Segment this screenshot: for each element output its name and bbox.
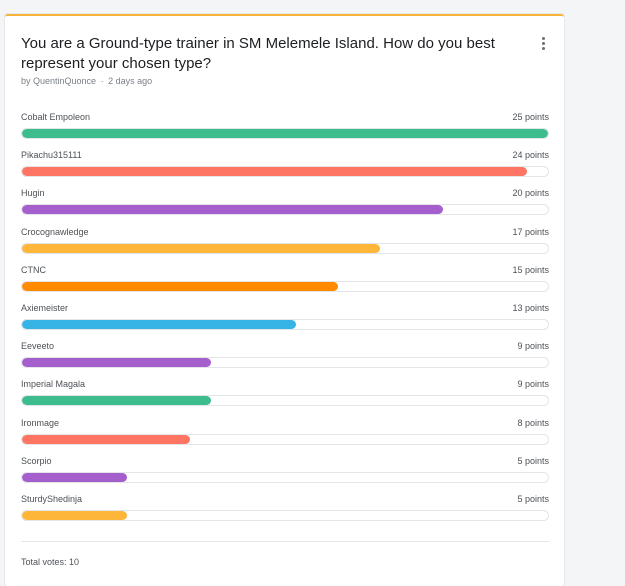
poll-meta: by QuentinQuonce · 2 days ago: [21, 76, 152, 86]
poll-option-bar[interactable]: [21, 433, 549, 445]
poll-option-bar-fill: [22, 205, 443, 215]
poll-option-bar[interactable]: [21, 471, 549, 483]
poll-option-label: Pikachu315111: [21, 150, 82, 161]
poll-option-bar[interactable]: [21, 128, 549, 139]
poll-option[interactable]: Scorpio 5 points: [21, 456, 549, 494]
poll-option-label: Axiemeister: [21, 302, 69, 313]
poll-option-points: 8 points: [517, 417, 549, 428]
poll-option-label: Eeveeto: [21, 341, 55, 352]
poll-option[interactable]: Cobalt Empoleon 25 points: [21, 112, 549, 150]
poll-option-points: 17 points: [512, 226, 549, 237]
poll-option[interactable]: Crocognawledge 17 points: [21, 227, 549, 265]
poll-card: You are a Ground-type trainer in SM Mele…: [5, 14, 564, 586]
poll-option-bar[interactable]: [21, 166, 549, 178]
poll-option-bar[interactable]: [21, 357, 549, 369]
poll-option-bar[interactable]: [21, 280, 549, 292]
poll-option[interactable]: Pikachu315111 24 points: [21, 150, 549, 188]
poll-option[interactable]: Axiemeister 13 points: [21, 303, 549, 341]
poll-option-bar-fill: [22, 472, 128, 482]
poll-option-label: CTNC: [21, 264, 46, 275]
poll-option[interactable]: CTNC 15 points: [21, 265, 549, 303]
poll-options: Cobalt Empoleon 25 points Pikachu315111 24 …: [21, 112, 549, 532]
poll-option-bar-fill: [22, 510, 128, 520]
poll-option-points: 25 points: [512, 112, 549, 122]
poll-option-bar-fill: [22, 243, 380, 253]
poll-time: 2 days ago: [108, 76, 153, 86]
poll-option[interactable]: SturdyShedinja 5 points: [21, 494, 549, 532]
poll-option-label: Ironmage: [21, 417, 60, 428]
poll-option-points: 20 points: [512, 188, 549, 199]
poll-option-bar-fill: [22, 281, 338, 291]
poll-option-points: 13 points: [512, 302, 549, 313]
poll-option-label: Scorpio: [21, 455, 52, 466]
meta-separator: ·: [100, 76, 104, 86]
poll-option-bar[interactable]: [21, 204, 549, 216]
poll-option-label: Cobalt Empoleon: [21, 112, 91, 122]
poll-option-bar-fill: [22, 396, 212, 406]
poll-option-label: SturdyShedinja: [21, 493, 83, 504]
poll-option-points: 9 points: [517, 341, 549, 352]
poll-option-points: 5 points: [517, 493, 549, 504]
poll-option-bar-fill: [22, 358, 212, 368]
poll-option[interactable]: Hugin 20 points: [21, 188, 549, 226]
poll-option-bar-fill: [22, 434, 191, 444]
poll-option-points: 15 points: [512, 264, 549, 275]
poll-option-bar-fill: [22, 319, 296, 329]
poll-option-label: Hugin: [21, 188, 45, 199]
divider: [21, 541, 549, 542]
poll-option[interactable]: Ironmage 8 points: [21, 418, 549, 456]
poll-option[interactable]: Eeveeto 9 points: [21, 341, 549, 379]
poll-option-bar[interactable]: [21, 395, 549, 407]
poll-option-bar-fill: [22, 167, 527, 177]
poll-option-points: 5 points: [517, 455, 549, 466]
poll-option[interactable]: Imperial Magala 9 points: [21, 379, 549, 417]
poll-option-label: Imperial Magala: [21, 379, 86, 390]
poll-option-bar[interactable]: [21, 318, 549, 330]
total-votes: Total votes: 10: [21, 557, 80, 567]
poll-option-bar[interactable]: [21, 509, 549, 521]
poll-option-points: 24 points: [512, 150, 549, 161]
poll-title: You are a Ground-type trainer in SM Mele…: [21, 35, 495, 72]
poll-option-bar-fill: [22, 129, 548, 138]
kebab-menu-icon[interactable]: [534, 34, 552, 52]
poll-option-label: Crocognawledge: [21, 226, 89, 237]
poll-option-bar[interactable]: [21, 242, 549, 254]
poll-author[interactable]: by QuentinQuonce: [21, 76, 97, 86]
poll-option-points: 9 points: [517, 379, 549, 390]
